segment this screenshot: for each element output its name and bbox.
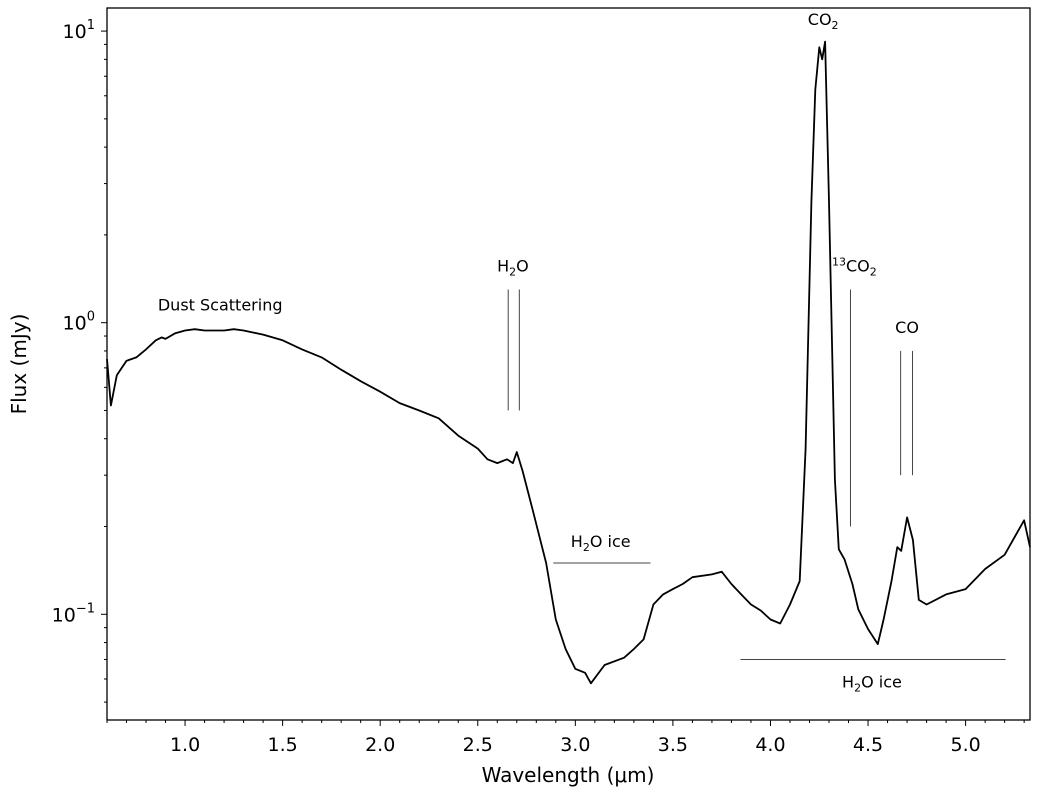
annotation-label: 13CO2 [832,255,877,278]
x-tick-label: 2.5 [463,734,493,756]
x-tick-label: 3.0 [560,734,590,756]
x-tick-label: 4.0 [755,734,785,756]
annotation-label: CO [895,318,919,337]
x-tick-label: 3.5 [658,734,688,756]
y-tick-label: 100 [63,310,95,335]
x-tick-label: 2.0 [365,734,395,756]
annotation-label: Dust Scattering [158,296,283,315]
annotation-label: H2O ice [842,673,902,695]
x-tick-label: 1.0 [170,734,200,756]
annotation-label: H2O ice [571,532,631,554]
x-axis-label: Wavelength (μm) [482,763,655,787]
x-tick-label: 4.5 [853,734,883,756]
x-tick-label: 1.5 [268,734,298,756]
annotation-label: CO2 [808,10,839,32]
y-tick-label: 101 [63,18,95,43]
x-tick-label: 5.0 [950,734,980,756]
y-tick-label: 10−1 [52,601,95,626]
annotation-label: H2O [497,256,529,278]
y-axis-label: Flux (mJy) [7,314,31,415]
spectrum-line [106,40,1031,685]
plot-frame [106,7,1031,721]
